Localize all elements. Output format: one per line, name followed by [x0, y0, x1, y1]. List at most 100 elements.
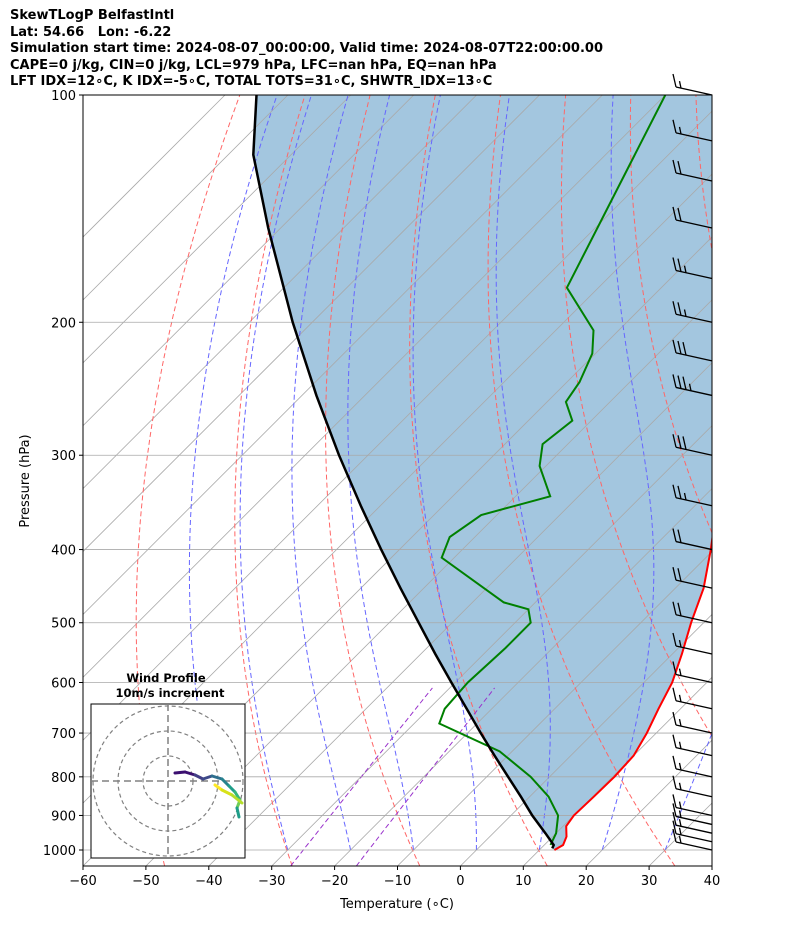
- barb-flag: [672, 820, 677, 834]
- dry-adiabat: [761, 95, 794, 866]
- barb-half-flag: [683, 309, 687, 317]
- barb-half-flag: [678, 810, 682, 818]
- barb-flag: [672, 339, 677, 354]
- barb-staff: [675, 673, 713, 684]
- x-tick-label: 0: [456, 874, 464, 889]
- barb-staff: [675, 219, 713, 229]
- barb-half-flag: [678, 126, 682, 135]
- wind-barb: [672, 711, 713, 734]
- wind-barb: [672, 828, 713, 851]
- barb-half-flag: [678, 80, 682, 89]
- wind-barb: [672, 755, 713, 778]
- dewpoint-line: [438, 95, 667, 846]
- wind-barb: [672, 794, 713, 817]
- barb-flag: [677, 568, 682, 582]
- x-tick-label: −20: [321, 874, 348, 889]
- y-tick-label: 600: [51, 677, 76, 692]
- isotherm: [83, 95, 226, 238]
- barb-staff: [675, 815, 713, 826]
- isotherm: [83, 95, 540, 553]
- barb-flag: [672, 374, 677, 388]
- barb-flag: [672, 601, 677, 615]
- barb-flag: [677, 160, 682, 175]
- barb-flag: [677, 485, 682, 500]
- wind-barb: [672, 820, 713, 843]
- barb-staff: [675, 788, 713, 798]
- x-tick-label: 10: [515, 874, 532, 889]
- wind-barb: [672, 567, 713, 589]
- y-tick-label: 300: [51, 449, 76, 464]
- barb-staff: [675, 614, 713, 624]
- moist-adiabat: [347, 95, 414, 851]
- x-tick-label: 20: [578, 874, 595, 889]
- x-axis-label: Temperature (∘C): [339, 897, 454, 912]
- barb-staff: [675, 747, 713, 757]
- barb-flag: [677, 302, 682, 316]
- barb-half-flag: [678, 741, 682, 749]
- y-tick-label: 200: [51, 316, 76, 331]
- wind-barb: [672, 301, 713, 323]
- barb-flag: [672, 301, 677, 315]
- hodograph-segment: [220, 788, 234, 797]
- barb-staff: [675, 540, 713, 551]
- barb-half-flag: [678, 639, 682, 648]
- barb-staff: [675, 806, 713, 817]
- barb-flag: [672, 434, 677, 448]
- hodograph-segment: [210, 774, 224, 781]
- barb-flag: [672, 119, 677, 133]
- wind-barb: [672, 159, 713, 182]
- dry-adiabat: [325, 95, 421, 866]
- barb-flag: [672, 661, 677, 675]
- parcel-area-shading: [253, 95, 712, 850]
- wind-barb: [672, 119, 713, 142]
- hodograph-segment: [201, 774, 214, 781]
- barb-flag: [677, 207, 682, 222]
- x-tick-label: 30: [641, 874, 658, 889]
- chart-header: SkewTLogP BelfastIntl Lat: 54.66 Lon: -6…: [10, 8, 603, 91]
- barb-staff: [675, 86, 713, 96]
- title-location: Lat: 54.66 Lon: -6.22: [10, 24, 172, 40]
- wind-barb: [672, 661, 713, 684]
- barb-flag: [672, 734, 677, 748]
- barb-flag: [672, 257, 677, 271]
- title-indices-2: LFT IDX=12∘C, K IDX=-5∘C, TOTAL TOTS=31∘…: [10, 74, 493, 90]
- barb-half-flag: [678, 719, 682, 727]
- dry-adiabat: [487, 95, 676, 866]
- title-indices-1: CAPE=0 j/kg, CIN=0 j/kg, LCL=979 hPa, LF…: [10, 57, 497, 73]
- mixing-ratio-line: [290, 687, 433, 866]
- barb-staff: [675, 768, 713, 778]
- moist-adiabat: [664, 731, 712, 851]
- hodograph-title: Wind Profile: [126, 671, 206, 685]
- wind-barb: [672, 374, 713, 397]
- barb-half-flag: [678, 819, 682, 827]
- moist-adiabat: [495, 95, 551, 851]
- moist-adiabat: [188, 95, 278, 851]
- wind-barb: [672, 734, 713, 757]
- wind-barb: [672, 206, 713, 229]
- barb-flag: [672, 73, 677, 88]
- wind-barb: [672, 73, 713, 96]
- barb-half-flag: [678, 827, 682, 835]
- barb-half-flag: [683, 265, 687, 273]
- barb-flag: [672, 159, 677, 174]
- hodograph-segment: [230, 793, 244, 805]
- isotherm: [83, 95, 289, 301]
- barb-staff: [675, 172, 713, 182]
- moist-adiabat: [239, 95, 312, 851]
- barb-staff: [675, 446, 713, 456]
- y-tick-label: 500: [51, 617, 76, 632]
- isotherm: [145, 299, 712, 866]
- barb-staff: [675, 645, 713, 655]
- isotherm: [83, 95, 352, 364]
- wind-barb: [672, 803, 713, 826]
- y-tick-label: 900: [51, 809, 76, 824]
- barb-flag: [672, 687, 677, 701]
- barb-half-flag: [683, 492, 687, 501]
- title-station: SkewTLogP BelfastIntl: [10, 8, 175, 23]
- moist-adiabat: [601, 95, 655, 851]
- x-tick-label: −30: [258, 874, 285, 889]
- barb-flag: [682, 341, 687, 356]
- mixing-ratio-line: [355, 687, 495, 866]
- wind-barb: [672, 775, 713, 798]
